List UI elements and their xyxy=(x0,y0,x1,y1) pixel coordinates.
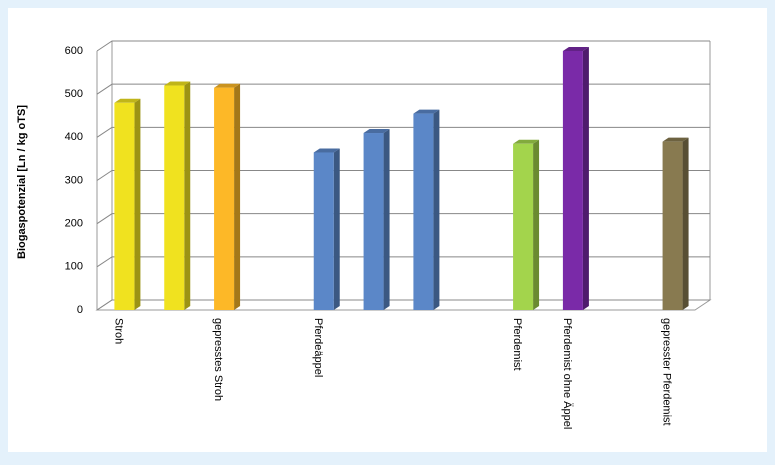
bar-side xyxy=(433,109,440,310)
x-tick-label: gepresstes Stroh xyxy=(212,318,224,401)
grid-line xyxy=(96,83,710,95)
grid-line xyxy=(96,299,710,311)
bar xyxy=(114,102,135,310)
x-tick-label: Pferdemist xyxy=(511,318,523,371)
x-tick-label: Pferdeäppel xyxy=(312,318,324,377)
y-axis-label: Biogaspotenzial [Ln / kg oTS] xyxy=(16,105,28,259)
y-tick-label: 100 xyxy=(65,261,83,273)
bar-side xyxy=(333,148,340,310)
grid-line xyxy=(96,213,710,225)
bar-top xyxy=(662,137,689,142)
bar-top xyxy=(513,139,540,144)
bar xyxy=(562,51,583,310)
bar xyxy=(662,141,683,310)
bar-top xyxy=(413,109,440,114)
grid-line xyxy=(96,126,710,138)
bar-top xyxy=(114,98,141,103)
bar-side xyxy=(383,129,390,310)
bar xyxy=(214,87,235,310)
x-tick-label: Pferdemist ohne Äppel xyxy=(561,318,573,429)
bar-top xyxy=(214,83,241,88)
grid-line xyxy=(96,170,710,181)
x-tick-label: Stroh xyxy=(113,318,125,344)
y-tick-label: 200 xyxy=(65,218,83,230)
y-tick-label: 500 xyxy=(65,88,83,100)
bar xyxy=(313,152,334,310)
y-tick-label: 400 xyxy=(65,131,83,143)
x-tick-label: gepresster Pferdemist xyxy=(661,318,673,426)
bar-side xyxy=(582,47,589,310)
bar-top xyxy=(313,148,340,153)
bar-side xyxy=(184,81,191,311)
y-tick-label: 0 xyxy=(77,304,83,316)
bar xyxy=(413,113,434,310)
bar xyxy=(513,143,534,310)
bar-side xyxy=(682,137,689,310)
bar-top xyxy=(164,81,191,86)
bar-side xyxy=(234,83,241,310)
grid-line xyxy=(96,40,710,52)
bar xyxy=(363,133,384,310)
bar-side xyxy=(134,98,141,310)
bar-top xyxy=(363,129,390,134)
y-tick-label: 600 xyxy=(65,45,83,57)
grid-line xyxy=(96,256,710,268)
bar xyxy=(164,85,185,311)
bar-side xyxy=(533,139,540,310)
bar-top xyxy=(562,47,589,51)
y-tick-label: 300 xyxy=(65,174,83,186)
